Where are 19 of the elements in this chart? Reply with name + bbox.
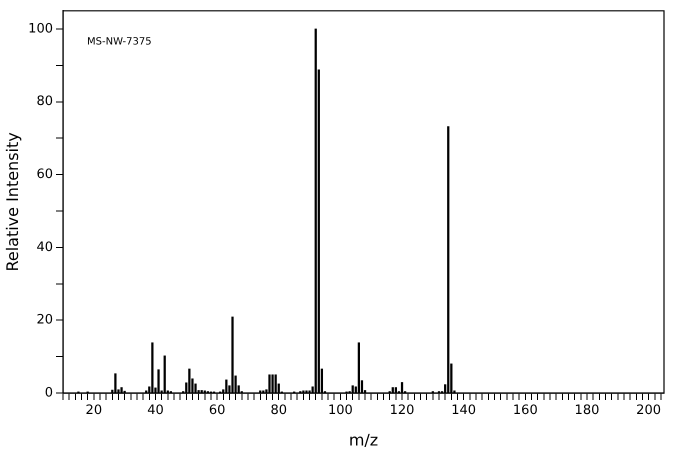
x-tick-label: 120 <box>390 403 414 418</box>
x-tick-label: 200 <box>636 403 662 418</box>
x-tick-label: 100 <box>328 403 353 418</box>
y-tick-label: 80 <box>36 94 53 110</box>
y-tick-label: 20 <box>36 312 53 328</box>
y-axis-title: Relative Intensity <box>2 132 22 272</box>
annotation: MS-NW-7375 <box>87 36 152 48</box>
x-tick-label: 140 <box>451 403 476 418</box>
y-tick-label: 60 <box>36 166 53 182</box>
x-tick-label: 40 <box>147 403 164 418</box>
x-tick-label: 80 <box>270 403 288 418</box>
y-tick-label: 40 <box>36 240 53 255</box>
x-axis-title: m/z <box>348 430 378 450</box>
y-tick-label: 100 <box>28 21 53 36</box>
x-tick-label: 180 <box>574 403 600 418</box>
y-tick-label: 0 <box>44 385 53 400</box>
x-tick-label: 20 <box>86 403 102 418</box>
x-tick-label: 160 <box>512 403 538 418</box>
x-tick-label: 60 <box>208 403 226 418</box>
